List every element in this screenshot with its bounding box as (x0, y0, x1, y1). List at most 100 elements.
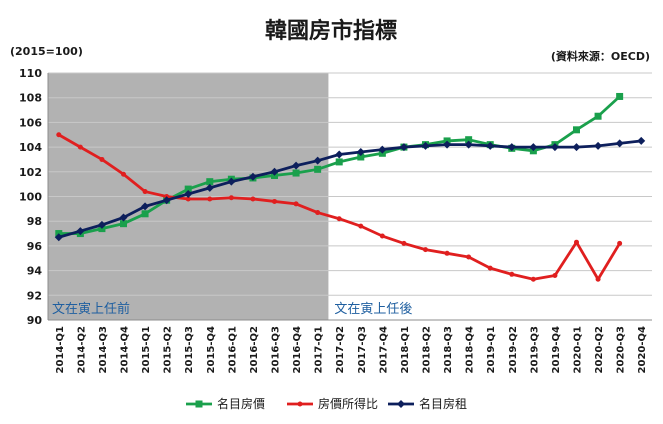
data-point (572, 143, 581, 152)
data-point (228, 195, 234, 201)
x-tick-label: 2019-Q3 (529, 326, 540, 373)
x-tick-label: 2015-Q4 (206, 326, 217, 373)
legend-item: 房價所得比 (287, 396, 378, 411)
data-point (120, 220, 127, 228)
y-tick-label: 94 (27, 265, 43, 278)
y-tick-label: 92 (27, 289, 42, 302)
x-tick-label: 2016-Q4 (292, 326, 303, 373)
data-point (227, 177, 236, 186)
data-point (184, 190, 193, 199)
data-point (292, 169, 300, 177)
data-point (185, 196, 191, 202)
y-tick-label: 108 (19, 92, 42, 105)
data-point (292, 161, 301, 170)
y-tick-label: 106 (19, 116, 42, 129)
x-tick-label: 2014-Q2 (76, 326, 87, 373)
data-point (594, 141, 603, 150)
data-point (509, 271, 515, 277)
data-point (97, 220, 106, 229)
x-tick-label: 2018-Q1 (400, 326, 411, 373)
data-point (270, 167, 279, 176)
data-point (594, 112, 602, 120)
x-tick-label: 2019-Q2 (508, 326, 519, 373)
y-tick-label: 102 (19, 166, 42, 179)
plot-area: 90 92 94 96 98 100 102 104 106 108 110 2014-Q1 2014-… (19, 67, 652, 373)
x-tick-label: 2016-Q3 (271, 326, 282, 373)
series-line (58, 139, 642, 239)
y-tick-label: 90 (27, 314, 43, 327)
data-point (378, 145, 387, 154)
data-point (54, 233, 63, 242)
data-point (335, 150, 344, 159)
data-point (335, 158, 343, 166)
x-tick-label: 2014-Q1 (55, 326, 66, 373)
unit-label: (2015=100) (10, 45, 83, 58)
y-tick-label: 100 (19, 191, 42, 204)
x-tick-label: 2015-Q3 (184, 326, 195, 373)
data-point (399, 143, 408, 152)
data-point (466, 254, 472, 260)
x-tick-label: 2020-Q2 (594, 326, 605, 373)
data-point (401, 240, 407, 246)
legend-item: 名目房價 (186, 396, 265, 411)
x-tick-label: 2017-Q1 (314, 326, 325, 373)
data-point (141, 202, 150, 211)
data-point (56, 132, 62, 138)
chart-title: 韓國房市指標 (265, 18, 397, 44)
data-point (314, 165, 322, 173)
y-tick-label: 110 (19, 67, 42, 80)
data-point (397, 400, 405, 408)
data-point (272, 198, 277, 204)
legend-item: 名目房租 (388, 396, 467, 411)
data-point (76, 227, 85, 236)
data-point (77, 144, 83, 150)
data-point (595, 276, 601, 282)
x-tick-label: 2017-Q4 (378, 326, 389, 373)
data-point (356, 148, 365, 157)
data-point (205, 183, 214, 192)
series-3 (54, 136, 646, 242)
data-point (119, 213, 128, 222)
source-label: (資料來源：OECD) (551, 49, 650, 63)
data-point (250, 196, 256, 202)
data-point (121, 171, 126, 177)
data-point (507, 143, 516, 152)
data-point (297, 401, 303, 407)
data-point (487, 265, 493, 271)
data-point (637, 136, 646, 145)
data-point (313, 156, 322, 165)
data-point (184, 185, 192, 193)
x-tick-label: 2020-Q3 (616, 326, 627, 373)
series-2 (56, 132, 623, 282)
data-point (195, 400, 203, 408)
x-tick-label: 2016-Q1 (227, 326, 238, 373)
data-point (552, 273, 558, 279)
region-annotation: 文在寅上任前 (52, 301, 130, 317)
data-point (358, 223, 364, 229)
data-point (617, 240, 623, 246)
data-point (141, 210, 149, 218)
x-tick-label: 2015-Q1 (141, 326, 152, 373)
region-annotation: 文在寅上任後 (334, 301, 412, 317)
legend-label: 名目房價 (217, 396, 265, 411)
x-tick-label: 2017-Q3 (357, 326, 368, 373)
x-tick-label: 2015-Q2 (163, 326, 174, 373)
data-point (574, 239, 579, 245)
data-point (423, 247, 428, 253)
x-tick-label: 2019-Q4 (551, 326, 562, 373)
data-point (573, 126, 580, 134)
data-point (99, 156, 105, 162)
x-tick-label: 2016-Q2 (249, 326, 260, 373)
data-point (207, 196, 213, 202)
data-point (486, 141, 495, 150)
legend-label: 房價所得比 (318, 396, 378, 411)
x-tick-label: 2018-Q2 (422, 326, 433, 373)
x-tick-label: 2017-Q2 (335, 326, 346, 373)
data-point (315, 210, 321, 216)
x-tick-label: 2018-Q4 (465, 326, 476, 373)
data-point (293, 201, 299, 207)
y-tick-label: 96 (27, 240, 43, 253)
data-point (162, 196, 171, 205)
data-point (530, 276, 536, 282)
